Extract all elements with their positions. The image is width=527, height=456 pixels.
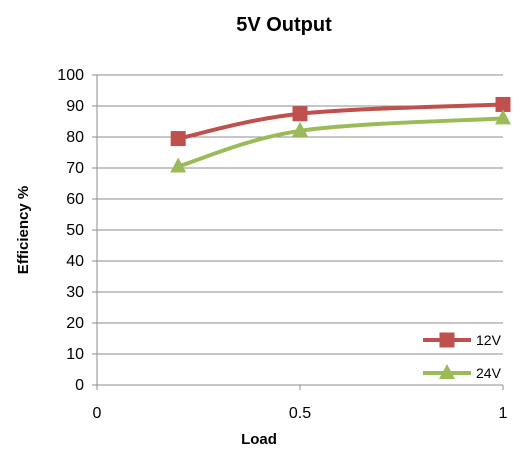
series-line-24v <box>176 116 505 169</box>
data-point-12v <box>292 106 308 122</box>
y-tick-label: 30 <box>66 284 84 301</box>
y-tick-label: 10 <box>66 346 84 363</box>
legend-label: 12V <box>476 332 502 348</box>
legend: 12V 24V <box>423 332 502 381</box>
y-tick-label: 0 <box>75 377 84 394</box>
data-point-24v <box>170 157 187 173</box>
series-24v <box>170 109 511 173</box>
x-tick-label: 1 <box>499 405 508 422</box>
legend-label: 24V <box>476 365 502 381</box>
legend-item-12v: 12V <box>423 332 502 348</box>
y-tick-label: 70 <box>66 160 84 177</box>
legend-item-24v: 24V <box>423 364 502 381</box>
x-tick-label: 0.5 <box>289 405 311 422</box>
data-point-24v <box>495 109 511 125</box>
y-tick-label: 60 <box>66 191 84 208</box>
y-axis-label: Efficiency % <box>15 186 32 274</box>
legend-swatch-marker <box>439 364 455 379</box>
y-tick-label: 50 <box>66 222 84 239</box>
series-layer <box>170 96 511 173</box>
x-axis-label: Load <box>241 431 277 448</box>
series-12v <box>170 96 511 147</box>
x-tick-label: 0 <box>93 405 102 422</box>
y-tick-label: 80 <box>66 129 84 146</box>
data-point-12v <box>170 131 186 147</box>
legend-swatch-marker <box>439 332 455 348</box>
y-tick-label: 20 <box>66 315 84 332</box>
data-point-12v <box>495 96 511 112</box>
y-tick-label: 40 <box>66 253 84 270</box>
chart-title: 5V Output <box>236 14 332 36</box>
y-tick-label: 90 <box>66 98 84 115</box>
data-point-24v <box>292 121 308 137</box>
axis-layer: 0 10 20 30 40 50 60 70 80 90 100 0 0.5 1 <box>57 67 507 422</box>
y-tick-label: 100 <box>57 67 84 84</box>
